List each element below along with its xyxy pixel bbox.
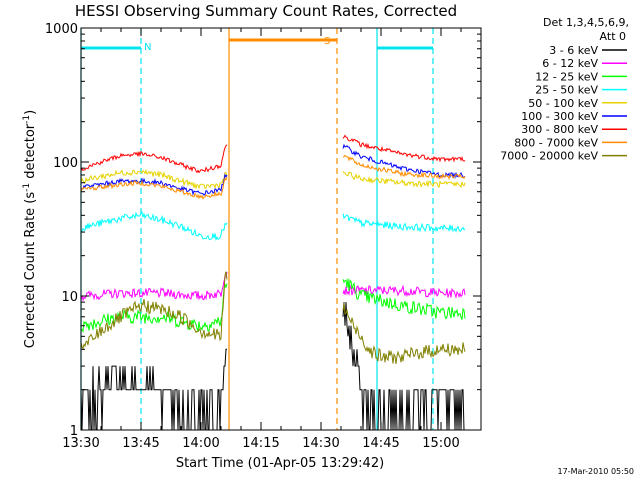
- coverage-flags: NS: [80, 28, 434, 430]
- x-tick-label: 14:30: [302, 436, 339, 451]
- series-line: [80, 271, 228, 350]
- series-layer: [80, 134, 466, 431]
- series-line: [342, 278, 466, 320]
- legend-entry-label: 300 - 800 keV: [521, 123, 598, 136]
- series-line: [342, 302, 465, 431]
- series-line: [80, 283, 228, 333]
- chart-title: HESSI Observing Summary Count Rates, Cor…: [75, 2, 457, 20]
- legend-entry-label: 6 - 12 keV: [542, 57, 598, 70]
- series-line: [80, 173, 228, 196]
- x-tick-label: 13:45: [122, 436, 159, 451]
- y-tick-label: 10: [61, 290, 78, 305]
- series-line: [342, 134, 466, 163]
- axis-ticks: 1 10 100 1000 13:30 13:45 14:00 14:15 14:30 14:45…: [45, 22, 482, 451]
- series-line: [342, 171, 466, 189]
- y-tick-label: 1: [70, 424, 78, 439]
- y-tick-label: 100: [53, 156, 78, 171]
- series-line: [80, 271, 228, 302]
- x-tick-label: 14:00: [182, 436, 219, 451]
- series-line: [342, 154, 466, 181]
- series-line: [342, 303, 466, 364]
- flag-label: N: [144, 42, 151, 53]
- y-axis-label: Corrected Count Rate (s-1 detector-1): [22, 110, 38, 348]
- legend-entry-label: 12 - 25 keV: [535, 70, 598, 83]
- series-line: [80, 348, 227, 431]
- x-tick-label: 14:45: [362, 436, 399, 451]
- footer-date: 17-Mar-2010 05:50: [558, 467, 635, 476]
- x-tick-label: 14:15: [242, 436, 279, 451]
- legend-header-attenuator: Att 0: [600, 30, 626, 43]
- series-line: [80, 177, 228, 200]
- series-line: [80, 210, 228, 242]
- legend-entry-label: 7000 - 20000 keV: [500, 150, 598, 163]
- legend-entry-label: 3 - 6 keV: [549, 44, 598, 57]
- y-tick-label: 1000: [45, 22, 78, 37]
- legend-entry-label: 100 - 300 keV: [521, 110, 598, 123]
- series-line: [342, 213, 466, 233]
- flag-label: S: [324, 36, 330, 47]
- legend-entry-label: 50 - 100 keV: [528, 97, 598, 110]
- x-tick-label: 13:30: [62, 436, 99, 451]
- legend-header-detectors: Det 1,3,4,5,6,9,: [543, 16, 629, 29]
- x-tick-label: 15:00: [422, 436, 459, 451]
- legend-entry-label: 800 - 7000 keV: [514, 136, 598, 149]
- legend-entry-label: 25 - 50 keV: [535, 84, 598, 97]
- series-line: [342, 283, 466, 300]
- series-line: [80, 144, 228, 174]
- series-line: [80, 168, 228, 191]
- series-line: [342, 143, 466, 180]
- x-axis-label: Start Time (01-Apr-05 13:29:42): [176, 456, 384, 471]
